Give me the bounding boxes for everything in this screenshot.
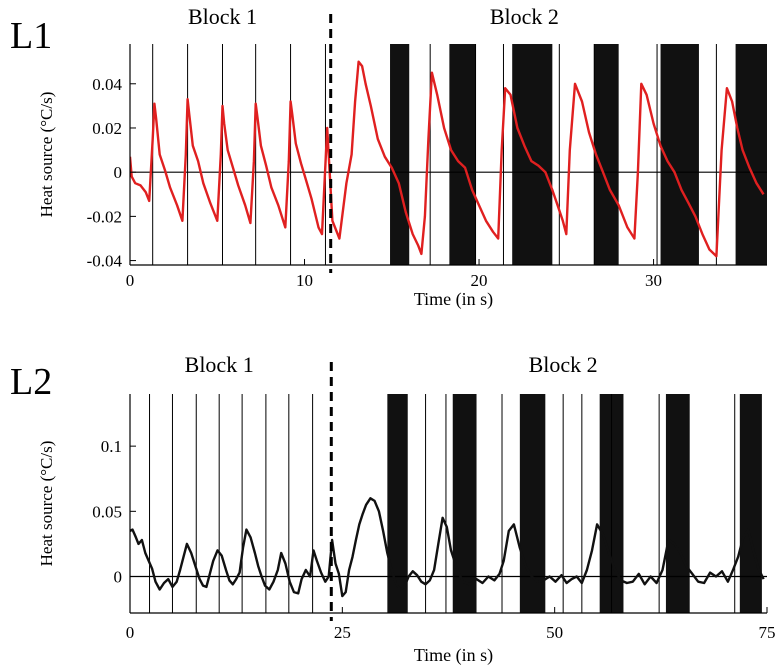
x-tick-label: 25 xyxy=(334,623,351,642)
block-label: Block 2 xyxy=(529,352,598,377)
x-tick-label: 10 xyxy=(296,271,313,290)
block-label: Block 2 xyxy=(490,4,559,29)
panel-l2: 0.1 0.05 0 0 25 50 75 Time (in s) Heat source (°… xyxy=(10,352,776,666)
shaded-interval xyxy=(665,394,690,613)
shaded-interval xyxy=(594,44,619,265)
y-axis-label: Heat source (°C/s) xyxy=(37,92,56,218)
x-tick-label: 0 xyxy=(126,271,135,290)
shaded-interval xyxy=(452,394,477,613)
shaded-interval xyxy=(735,44,767,265)
block-label: Block 1 xyxy=(188,4,257,29)
block-label: Block 1 xyxy=(185,352,254,377)
series-line xyxy=(130,60,765,258)
y-tick-label: 0 xyxy=(114,568,123,587)
y-tick-label: 0.04 xyxy=(92,75,122,94)
x-tick-label: 30 xyxy=(645,271,662,290)
x-axis-label: Time (in s) xyxy=(414,289,493,310)
y-tick-label: 0.1 xyxy=(101,437,122,456)
y-tick-label: 0 xyxy=(114,163,123,182)
x-tick-label: 20 xyxy=(471,271,488,290)
y-tick-label: 0.02 xyxy=(92,119,122,138)
x-axis-label: Time (in s) xyxy=(414,645,493,666)
y-tick-label: -0.04 xyxy=(87,252,123,271)
y-tick-label: -0.02 xyxy=(87,207,122,226)
panel-label: L1 xyxy=(10,15,52,57)
shaded-interval xyxy=(512,44,553,265)
y-tick-label: 0.05 xyxy=(92,502,122,521)
shaded-interval xyxy=(739,394,762,613)
x-tick-label: 75 xyxy=(759,623,776,642)
shaded-interval xyxy=(390,44,410,265)
panel-label: L2 xyxy=(10,361,52,403)
x-tick-label: 0 xyxy=(126,623,135,642)
shaded-interval xyxy=(660,44,699,265)
series-line xyxy=(130,497,765,598)
x-tick-label: 50 xyxy=(546,623,563,642)
y-axis-label: Heat source (°C/s) xyxy=(37,441,56,567)
shaded-interval xyxy=(387,394,408,613)
